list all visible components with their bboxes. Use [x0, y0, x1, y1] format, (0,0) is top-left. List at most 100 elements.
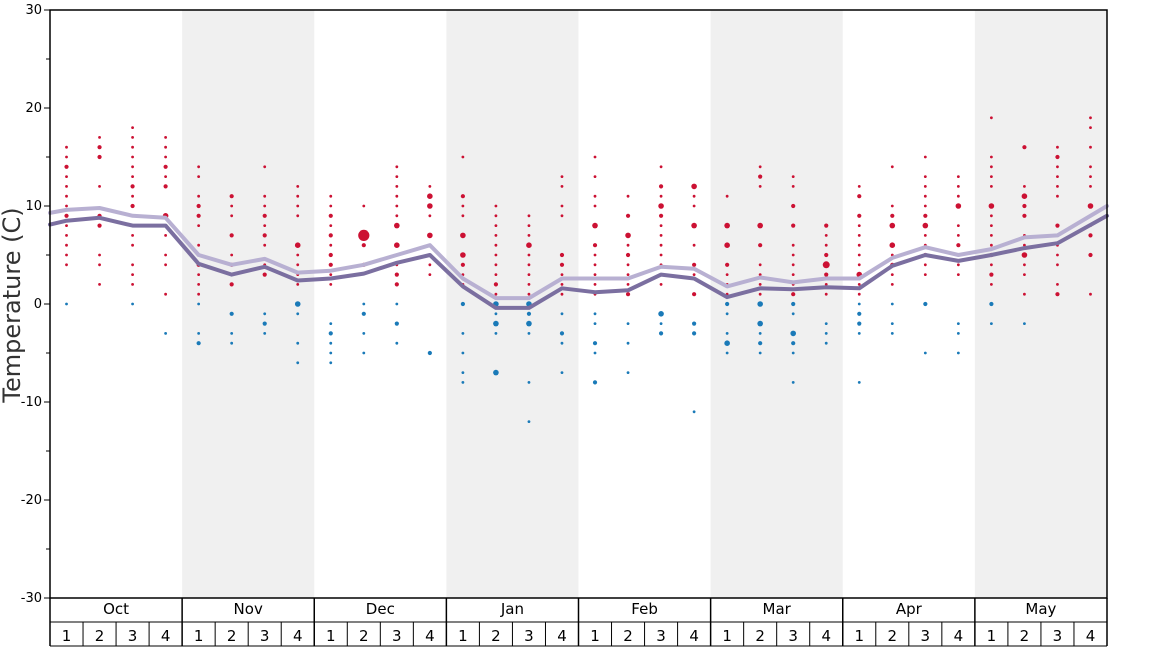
temperature-dot: [989, 214, 993, 218]
temperature-dot: [989, 116, 993, 120]
temperature-dot: [560, 175, 564, 179]
temperature-dot: [592, 341, 598, 346]
y-tick-label-10: 10: [25, 199, 42, 214]
temperature-dot: [494, 224, 498, 228]
temperature-dot: [857, 234, 861, 237]
temperature-dot: [460, 232, 466, 239]
month-label-nov: Nov: [234, 600, 263, 618]
temperature-dot: [1023, 263, 1026, 267]
week-label: 4: [557, 627, 567, 645]
temperature-dot: [956, 194, 960, 198]
temperature-dot: [758, 273, 762, 276]
temperature-dot: [263, 224, 267, 228]
temperature-dot: [692, 262, 697, 267]
temperature-dot: [362, 332, 366, 335]
temperature-dot: [296, 283, 300, 286]
temperature-dot: [857, 381, 861, 384]
week-label: 3: [524, 627, 534, 645]
temperature-dot: [329, 341, 333, 345]
temperature-dot: [361, 311, 366, 316]
temperature-dot: [230, 341, 234, 345]
temperature-dot: [64, 164, 69, 169]
temperature-dot: [989, 301, 994, 307]
temperature-dot: [1055, 223, 1060, 228]
temperature-dot: [1021, 252, 1028, 258]
temperature-dot: [362, 351, 366, 355]
month-label-jan: Jan: [500, 600, 524, 618]
week-label: 1: [987, 627, 997, 645]
temperature-dot: [395, 194, 399, 198]
temperature-dot: [197, 273, 201, 276]
temperature-dot: [230, 332, 234, 335]
temperature-dot: [791, 253, 795, 257]
temperature-dot: [1022, 203, 1027, 209]
temperature-dot: [395, 214, 399, 218]
temperature-dot: [560, 214, 564, 218]
month-band-may: [974, 10, 1107, 598]
temperature-dot: [691, 183, 697, 190]
temperature-dot: [659, 322, 663, 325]
temperature-dot: [1055, 292, 1060, 297]
temperature-dot: [296, 341, 300, 345]
temperature-dot: [494, 263, 498, 267]
temperature-dot: [98, 136, 101, 139]
temperature-dot: [262, 233, 267, 238]
temperature-dot: [989, 175, 993, 179]
temperature-dot: [329, 351, 333, 355]
temperature-dot: [395, 302, 399, 306]
temperature-dot: [824, 322, 828, 325]
temperature-dot: [857, 311, 862, 316]
temperature-dot: [527, 224, 531, 228]
temperature-dot: [163, 164, 168, 169]
temperature-dot: [263, 243, 267, 247]
week-label: 1: [194, 627, 204, 645]
temperature-dot: [131, 243, 134, 247]
week-label: 3: [921, 627, 931, 645]
temperature-dot: [923, 175, 927, 179]
temperature-dot: [131, 136, 134, 139]
temperature-dot: [526, 242, 532, 248]
temperature-dot: [890, 273, 894, 276]
temperature-dot: [857, 332, 861, 335]
temperature-dot: [592, 380, 598, 385]
temperature-dot: [262, 321, 267, 326]
temperature-dot: [593, 312, 597, 316]
line-low: [48, 213, 1109, 310]
y-tick-label--10: -10: [21, 395, 42, 410]
temperature-dot: [559, 331, 565, 336]
temperature-dot: [131, 283, 134, 286]
temperature-dot: [98, 283, 101, 286]
temperature-dot: [791, 301, 796, 307]
temperature-dot: [296, 312, 300, 316]
temperature-dot: [923, 155, 927, 159]
temperature-dot: [626, 194, 630, 198]
month-label-mar: Mar: [763, 600, 792, 618]
temperature-dot: [824, 283, 828, 286]
temperature-dot: [625, 232, 631, 239]
month-label-oct: Oct: [103, 600, 129, 618]
temperature-dot: [428, 214, 432, 218]
week-label: 3: [1053, 627, 1063, 645]
temperature-dot: [692, 410, 696, 414]
temperature-dot: [461, 381, 465, 384]
x-axis: Oct 1 2 3 4 Nov 1 2 3 4 Dec 1 2 3 4 Jan 1 2 3 4 Feb 1 2 3 4 Mar 1 2…: [49, 598, 1108, 647]
temperature-dot: [560, 204, 564, 208]
temperature-dot: [791, 312, 795, 316]
temperature-dot: [164, 175, 168, 179]
week-label: 4: [425, 627, 435, 645]
temperature-dot: [560, 292, 564, 296]
temperature-dot: [65, 234, 68, 237]
temperature-dot: [692, 292, 697, 297]
temperature-dot: [97, 223, 102, 228]
month-band-mar: [710, 10, 843, 598]
temperature-dot: [230, 214, 234, 218]
temperature-dot: [593, 263, 597, 267]
temperature-dot: [560, 341, 564, 345]
temperature-dot: [988, 203, 995, 209]
temperature-dot: [626, 273, 630, 276]
trend-lines: [48, 204, 1109, 310]
temperature-dot: [1087, 203, 1094, 209]
temperature-dot: [824, 234, 828, 237]
temperature-dot: [989, 155, 993, 159]
temperature-dot: [65, 185, 68, 188]
